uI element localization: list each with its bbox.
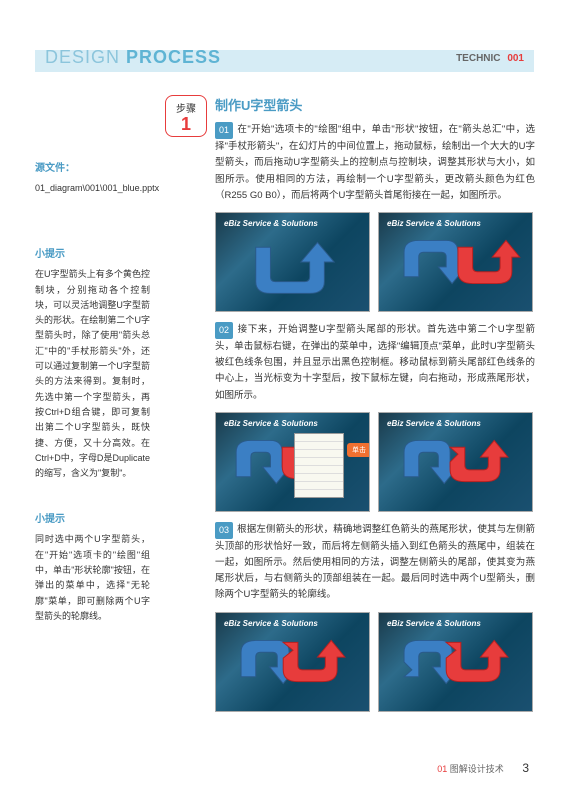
- screenshot-row-2: eBiz Service & Solutions 单击 eBiz Service…: [215, 412, 535, 512]
- tip1-body: 在U字型箭头上有多个黄色控制块，分别拖动各个控制块，可以灵活地调整U字型箭头的形…: [35, 267, 150, 481]
- source-heading: 源文件：: [35, 160, 150, 177]
- paragraph-2: 02接下来，开始调整U字型箭头尾部的形状。首先选中第二个U字型箭头，单击鼠标右键…: [215, 322, 535, 404]
- paragraph-3: 03根据左侧箭头的形状，精确地调整红色箭头的燕尾形状，使其与左侧箭头顶部的形状恰…: [215, 522, 535, 604]
- p1-text: 在"开始"选项卡的"绘图"组中，单击"形状"按钮，在"箭头总汇"中，选择"手杖形…: [215, 124, 535, 201]
- p3-text: 根据左侧箭头的形状，精确地调整红色箭头的燕尾形状，使其与左侧箭头顶部的形状恰好一…: [215, 524, 535, 601]
- title-light: DESIGN: [45, 47, 126, 67]
- title-bold: PROCESS: [126, 47, 221, 67]
- footer-title: 图解设计技术: [450, 764, 504, 774]
- u-arrow-red-final: [446, 640, 508, 681]
- paragraph-1: 01在"开始"选项卡的"绘图"组中，单击"形状"按钮，在"箭头总汇"中，选择"手…: [215, 122, 535, 204]
- page-footer: 01 图解设计技术 3: [437, 761, 529, 775]
- u-arrow-red: [458, 240, 520, 283]
- screenshot-1a: eBiz Service & Solutions: [215, 212, 370, 312]
- tip2-body: 同时选中两个U字型箭头，在"开始"选项卡的"绘图"组中，单击"形状轮廓"按钮，在…: [35, 532, 150, 624]
- tip2-heading: 小提示: [35, 511, 150, 528]
- screenshot-3b: eBiz Service & Solutions: [378, 612, 533, 712]
- screenshot-2a: eBiz Service & Solutions 单击: [215, 412, 370, 512]
- step-label: 步骤: [176, 100, 196, 115]
- header-title: DESIGN PROCESS: [45, 47, 221, 68]
- p2-text: 接下来，开始调整U字型箭头尾部的形状。首先选中第二个U字型箭头，单击鼠标右键，在…: [215, 324, 535, 401]
- u-arrow-blue: [256, 242, 334, 293]
- page-number: 3: [522, 761, 529, 775]
- header-technic: TECHNIC 001: [452, 53, 524, 64]
- screenshot-2b: eBiz Service & Solutions: [378, 412, 533, 512]
- sidebar: 源文件： 01_diagram\001\001_blue.pptx 小提示 在U…: [35, 160, 150, 644]
- step-num-1: 01: [215, 122, 233, 139]
- u-arrow-red-tail: [450, 440, 508, 481]
- step-badge: 步骤 1: [165, 95, 207, 137]
- tip2-block: 小提示 同时选中两个U字型箭头，在"开始"选项卡的"绘图"组中，单击"形状轮廓"…: [35, 511, 150, 624]
- footer-sec: 01: [437, 764, 447, 774]
- screenshot-3a: eBiz Service & Solutions: [215, 612, 370, 712]
- main-title: 制作U字型箭头: [215, 95, 535, 114]
- screenshot-1b: eBiz Service & Solutions: [378, 212, 533, 312]
- main-content: 制作U字型箭头 01在"开始"选项卡的"绘图"组中，单击"形状"按钮，在"箭头总…: [215, 95, 535, 722]
- technic-num: 001: [507, 53, 524, 64]
- tip1-heading: 小提示: [35, 246, 150, 263]
- screenshot-row-3: eBiz Service & Solutions eBiz Service & …: [215, 612, 535, 712]
- click-callout: 单击: [347, 443, 370, 457]
- u-arrow-red: [283, 640, 345, 681]
- page-header: DESIGN PROCESS TECHNIC 001: [35, 45, 534, 75]
- step-num-2: 02: [215, 322, 233, 339]
- tip1-block: 小提示 在U字型箭头上有多个黄色控制块，分别拖动各个控制块，可以灵活地调整U字型…: [35, 246, 150, 481]
- source-file: 01_diagram\001\001_blue.pptx: [35, 181, 150, 196]
- context-menu: [294, 433, 344, 498]
- screenshot-row-1: eBiz Service & Solutions eBiz Service & …: [215, 212, 535, 312]
- source-block: 源文件： 01_diagram\001\001_blue.pptx: [35, 160, 150, 196]
- u-arrow-blue-2: [404, 240, 466, 283]
- step-num-3: 03: [215, 522, 233, 539]
- step-number: 1: [181, 115, 191, 133]
- technic-label: TECHNIC: [456, 53, 500, 64]
